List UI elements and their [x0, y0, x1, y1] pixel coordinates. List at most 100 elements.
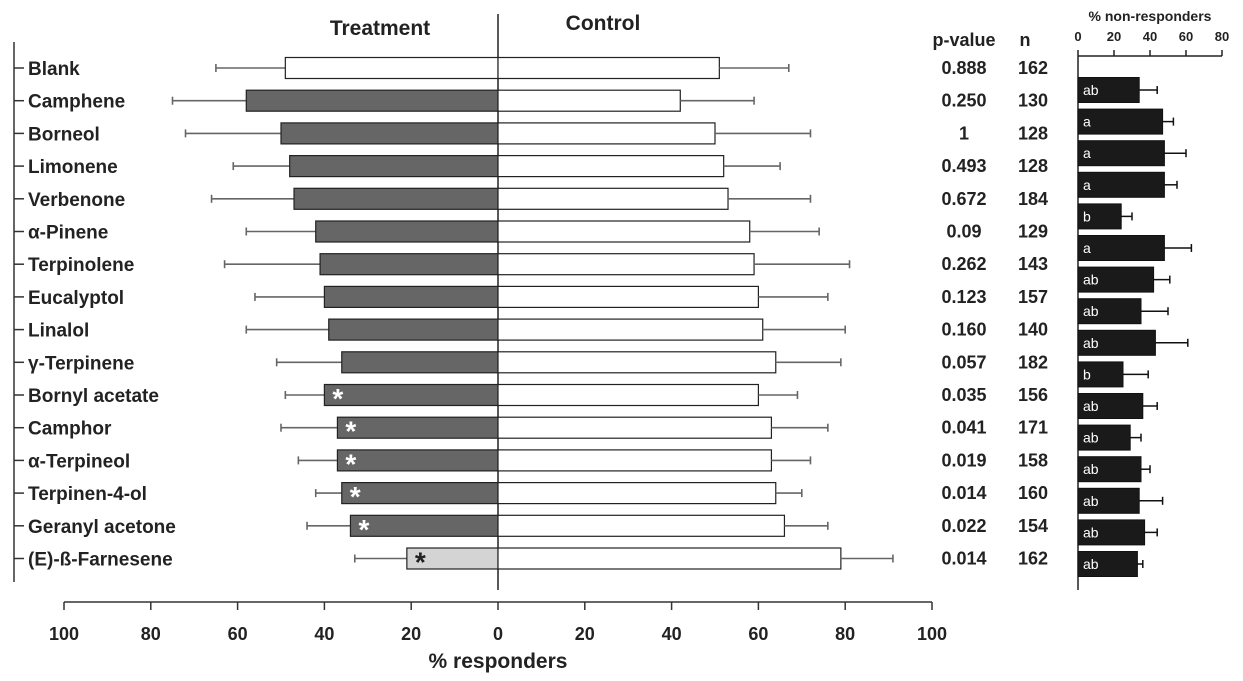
n-label: 154 [1018, 516, 1048, 536]
treatment-bar [341, 351, 499, 374]
treatment-bar [336, 449, 499, 472]
group-letter-label: ab [1083, 303, 1099, 319]
treatment-bar [328, 318, 499, 341]
non-responders-title: % non-responders [1089, 8, 1212, 24]
x-tick-label: 60 [748, 624, 768, 644]
p-value-label: 0.057 [941, 352, 986, 372]
n-label: 143 [1018, 254, 1048, 274]
significance-marker: * [415, 547, 426, 578]
non-responder-bar [1077, 108, 1164, 135]
x-tick-label: 60 [228, 624, 248, 644]
group-letter-label: ab [1083, 82, 1099, 98]
non-responder-bar [1077, 298, 1142, 325]
treatment-bar [289, 155, 499, 178]
n-label: 184 [1018, 189, 1048, 209]
group-letter-label: ab [1083, 335, 1099, 351]
treatment-bar [323, 383, 499, 407]
category-label: Geranyl acetone [28, 517, 176, 538]
non-responder-bar [1077, 487, 1140, 514]
n-label: 156 [1018, 385, 1048, 405]
p-value-label: 0.493 [941, 156, 986, 176]
treatment-header: Treatment [330, 17, 430, 40]
category-label: α-Pinene [28, 223, 108, 244]
group-letter-label: ab [1083, 272, 1099, 288]
x-tick-label: 20 [401, 624, 421, 644]
x-tick-label: 20 [575, 624, 595, 644]
group-letter-label: a [1083, 145, 1091, 161]
right-x-tick-label: 80 [1215, 29, 1229, 44]
category-label: Terpinolene [28, 255, 134, 276]
non-responder-bar [1077, 171, 1165, 198]
p-value-label: 1 [959, 123, 969, 143]
category-label: (E)-ß-Farnesene [28, 550, 173, 571]
treatment-bar [323, 285, 499, 308]
p-value-label: 0.041 [941, 418, 986, 438]
category-label: Borneol [28, 124, 100, 145]
treatment-bar [319, 253, 499, 276]
non-responder-bar [1077, 424, 1131, 451]
right-x-tick-label: 20 [1107, 29, 1121, 44]
category-label: Eucalyptol [28, 288, 124, 309]
control-bar [497, 187, 729, 210]
n-label: 171 [1018, 418, 1048, 438]
p-value-label: 0.250 [941, 91, 986, 111]
p-value-label: 0.888 [941, 58, 986, 78]
control-bar [497, 122, 716, 145]
control-header: Control [566, 12, 641, 35]
p-value-label: 0.014 [941, 483, 986, 503]
treatment-bar [280, 122, 499, 145]
category-label: Linalol [28, 321, 89, 342]
treatment-bar [336, 416, 499, 439]
category-label: Blank [28, 59, 80, 80]
control-bar [497, 318, 764, 341]
control-bar [497, 449, 773, 472]
treatment-bar [315, 220, 499, 243]
non-responder-bar [1077, 551, 1138, 577]
category-label: Terpinen-4-ol [28, 484, 147, 505]
p-value-label: 0.262 [941, 254, 986, 274]
control-bar [497, 351, 777, 374]
p-value-label: 0.123 [941, 287, 986, 307]
n-label: 129 [1018, 222, 1048, 242]
control-bar [497, 155, 725, 178]
group-letter-label: a [1083, 240, 1091, 256]
significance-marker: * [345, 416, 356, 447]
non-responder-bar [1077, 235, 1165, 261]
p-value-label: 0.014 [941, 549, 986, 569]
group-letter-label: b [1083, 366, 1091, 382]
category-label: Camphene [28, 92, 125, 113]
non-responder-bar [1077, 456, 1142, 483]
category-label: Bornyl acetate [28, 386, 159, 407]
group-letter-label: ab [1083, 493, 1099, 509]
n-label: 160 [1018, 483, 1048, 503]
treatment-bar [284, 56, 499, 80]
p-value-label: 0.09 [946, 222, 981, 242]
right-x-tick-label: 0 [1074, 29, 1081, 44]
non-responder-bar [1077, 393, 1144, 419]
control-bar [497, 383, 759, 407]
group-letter-label: ab [1083, 430, 1099, 446]
non-responder-bar [1077, 140, 1165, 167]
treatment-bar [293, 187, 499, 210]
n-label: 182 [1018, 352, 1048, 372]
n-label: 128 [1018, 123, 1048, 143]
non-responder-bar [1077, 77, 1140, 103]
group-letter-label: ab [1083, 398, 1099, 414]
p-value-label: 0.035 [941, 385, 986, 405]
non-responder-bar [1077, 203, 1122, 230]
group-letter-label: a [1083, 114, 1091, 130]
treatment-bar [341, 482, 499, 505]
x-tick-label: 0 [493, 624, 503, 644]
control-bar [497, 220, 751, 243]
control-bar [497, 285, 759, 308]
n-label: 157 [1018, 287, 1048, 307]
x-tick-label: 80 [141, 624, 161, 644]
n-label: 162 [1018, 58, 1048, 78]
group-letter-label: ab [1083, 461, 1099, 477]
non-responder-bar [1077, 329, 1156, 356]
category-label: α-Terpineol [28, 451, 130, 472]
control-bar [497, 89, 681, 112]
category-label: Verbenone [28, 190, 125, 211]
